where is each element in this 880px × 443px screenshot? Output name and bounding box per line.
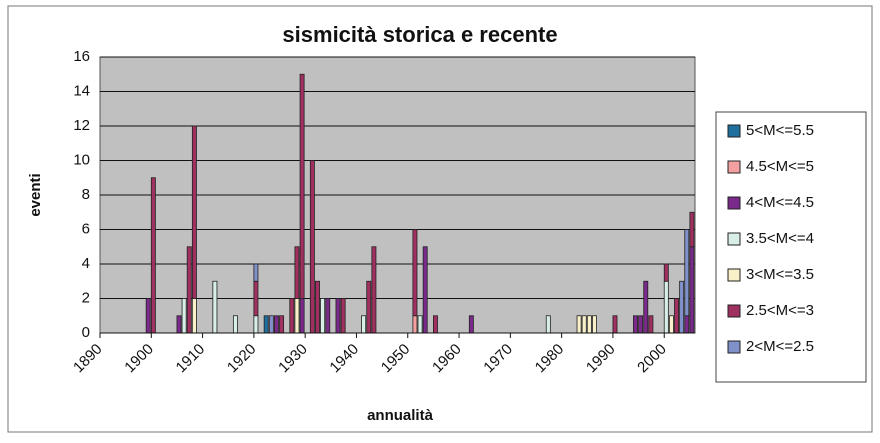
bar-segment <box>268 315 274 334</box>
bar-segment <box>320 298 326 334</box>
bar-segment <box>366 280 372 334</box>
bar-segment <box>273 315 279 334</box>
chart-title: sismicità storica e recente <box>282 22 557 47</box>
y-tick-label: 4 <box>82 255 90 272</box>
x-axis-label: annualità <box>367 407 434 424</box>
bar-segment <box>299 298 305 334</box>
bar-segment <box>186 246 192 334</box>
bar-segment <box>689 211 695 248</box>
bar-segment <box>422 246 428 334</box>
y-tick-label: 14 <box>73 82 90 99</box>
bar-segment <box>576 315 582 334</box>
bar-segment <box>545 315 551 334</box>
bar-segment <box>294 298 300 334</box>
bar-segment <box>299 73 305 299</box>
bar-segment <box>263 315 269 334</box>
bar-segment <box>689 246 695 334</box>
legend-label: 3<M<=3.5 <box>746 266 814 283</box>
legend-label: 5<M<=5.5 <box>746 122 814 139</box>
legend-swatch <box>727 160 741 174</box>
bar-segment <box>315 280 320 334</box>
bar-segment <box>433 315 438 334</box>
bar-segment <box>232 315 238 334</box>
y-tick-label: 16 <box>73 48 90 65</box>
bar-segment <box>181 298 187 334</box>
bar-segment <box>633 315 638 334</box>
bar-segment <box>468 315 474 334</box>
legend-swatch <box>727 340 741 354</box>
bar-segment <box>412 315 418 334</box>
bar-segment <box>586 315 592 334</box>
bar-segment <box>674 298 679 334</box>
bar-segment <box>592 315 597 334</box>
bar-segment <box>361 315 367 334</box>
legend-swatch <box>727 196 741 210</box>
y-tick-label: 6 <box>82 220 90 237</box>
bar-segment <box>412 229 418 317</box>
legend <box>715 111 867 383</box>
bar-segment <box>253 280 259 317</box>
legend-swatch <box>727 304 741 318</box>
bar-segment <box>612 315 618 334</box>
bar-segment <box>289 298 295 334</box>
legend-swatch <box>727 232 741 246</box>
bar-segment <box>335 298 341 334</box>
bar-segment <box>663 263 669 282</box>
bar-segment <box>684 315 690 334</box>
y-tick-label: 10 <box>73 151 90 168</box>
bar-segment <box>279 315 285 334</box>
bar-segment <box>150 177 156 334</box>
bar-segment <box>581 315 587 334</box>
legend-label: 2<M<=2.5 <box>746 338 814 355</box>
y-tick-label: 2 <box>82 289 90 306</box>
legend-swatch <box>727 124 741 138</box>
legend-label: 4<M<=4.5 <box>746 194 814 211</box>
bar-segment <box>212 280 218 334</box>
bar-segment <box>679 280 685 334</box>
bar-segment <box>145 298 151 334</box>
y-axis-label: eventi <box>27 173 44 216</box>
bar-segment <box>294 246 300 299</box>
bar-segment <box>176 315 182 334</box>
bar-segment <box>648 315 654 334</box>
bar-segment <box>684 229 690 317</box>
bar-segment <box>371 246 377 334</box>
bar-segment <box>417 315 423 334</box>
y-tick-label: 0 <box>82 324 90 341</box>
bar-segment <box>663 280 669 334</box>
bar-segment <box>668 315 674 334</box>
bar-segment <box>253 315 259 334</box>
y-tick-label: 8 <box>82 186 90 203</box>
bar-segment <box>191 298 197 334</box>
bar-segment <box>638 315 644 334</box>
legend-swatch <box>727 268 741 282</box>
bar-segment <box>325 298 331 334</box>
legend-label: 4.5<M<=5 <box>746 158 814 175</box>
y-tick-label: 12 <box>73 117 90 134</box>
bar-segment <box>309 160 315 334</box>
bar-segment <box>253 263 259 282</box>
legend-label: 3.5<M<=4 <box>746 230 814 247</box>
bar-segment <box>191 125 197 299</box>
bar-segment <box>643 280 649 334</box>
legend-label: 2.5<M<=3 <box>746 302 814 319</box>
bar-segment <box>340 298 346 334</box>
